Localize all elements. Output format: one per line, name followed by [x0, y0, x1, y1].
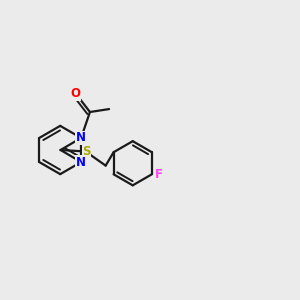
Text: N: N	[76, 156, 86, 169]
Text: F: F	[155, 168, 163, 181]
Text: O: O	[70, 87, 80, 100]
Text: N: N	[76, 131, 86, 144]
Text: S: S	[82, 145, 91, 158]
Text: N: N	[76, 131, 86, 144]
Text: N: N	[76, 156, 86, 169]
